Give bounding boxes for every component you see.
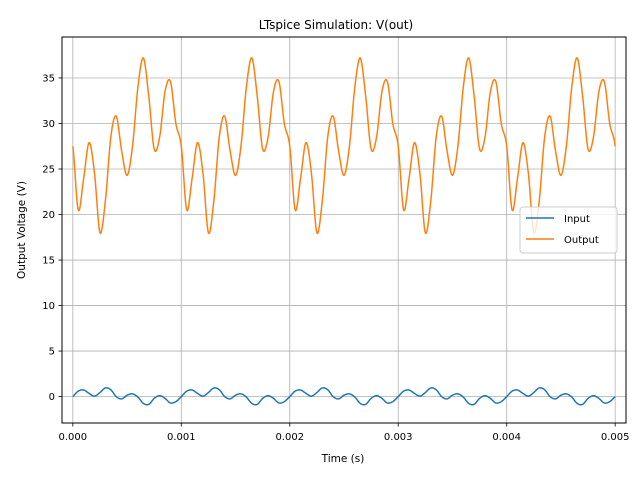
chart-title: LTspice Simulation: V(out) [259, 18, 413, 32]
y-tick-label: 20 [42, 210, 55, 221]
y-tick-label: 5 [49, 347, 55, 358]
y-axis: 0 5 10 15 20 25 30 35 [42, 73, 62, 403]
x-tick-label: 0.002 [275, 432, 304, 443]
legend-label-input: Input [564, 214, 590, 225]
x-tick-label: 0.004 [492, 432, 521, 443]
x-tick-label: 0.003 [384, 432, 413, 443]
x-axis: 0.000 0.001 0.002 0.003 0.004 0.005 [59, 423, 630, 443]
x-tick-label: 0.005 [601, 432, 630, 443]
series-line-output [72, 57, 616, 235]
series-layer [72, 57, 616, 406]
y-tick-label: 10 [42, 301, 55, 312]
legend-label-output: Output [564, 235, 599, 246]
x-tick-label: 0.001 [167, 432, 196, 443]
y-tick-label: 35 [42, 73, 55, 84]
plot-frame [61, 36, 627, 424]
series-line-input [72, 387, 616, 406]
x-axis-label: Time (s) [321, 453, 365, 465]
y-tick-label: 25 [42, 165, 55, 176]
y-tick-label: 0 [49, 392, 55, 403]
y-axis-label: Output Voltage (V) [16, 181, 28, 279]
x-tick-label: 0.000 [59, 432, 88, 443]
y-tick-label: 15 [42, 256, 55, 267]
legend: Input Output [519, 206, 618, 254]
y-tick-label: 30 [42, 119, 55, 130]
